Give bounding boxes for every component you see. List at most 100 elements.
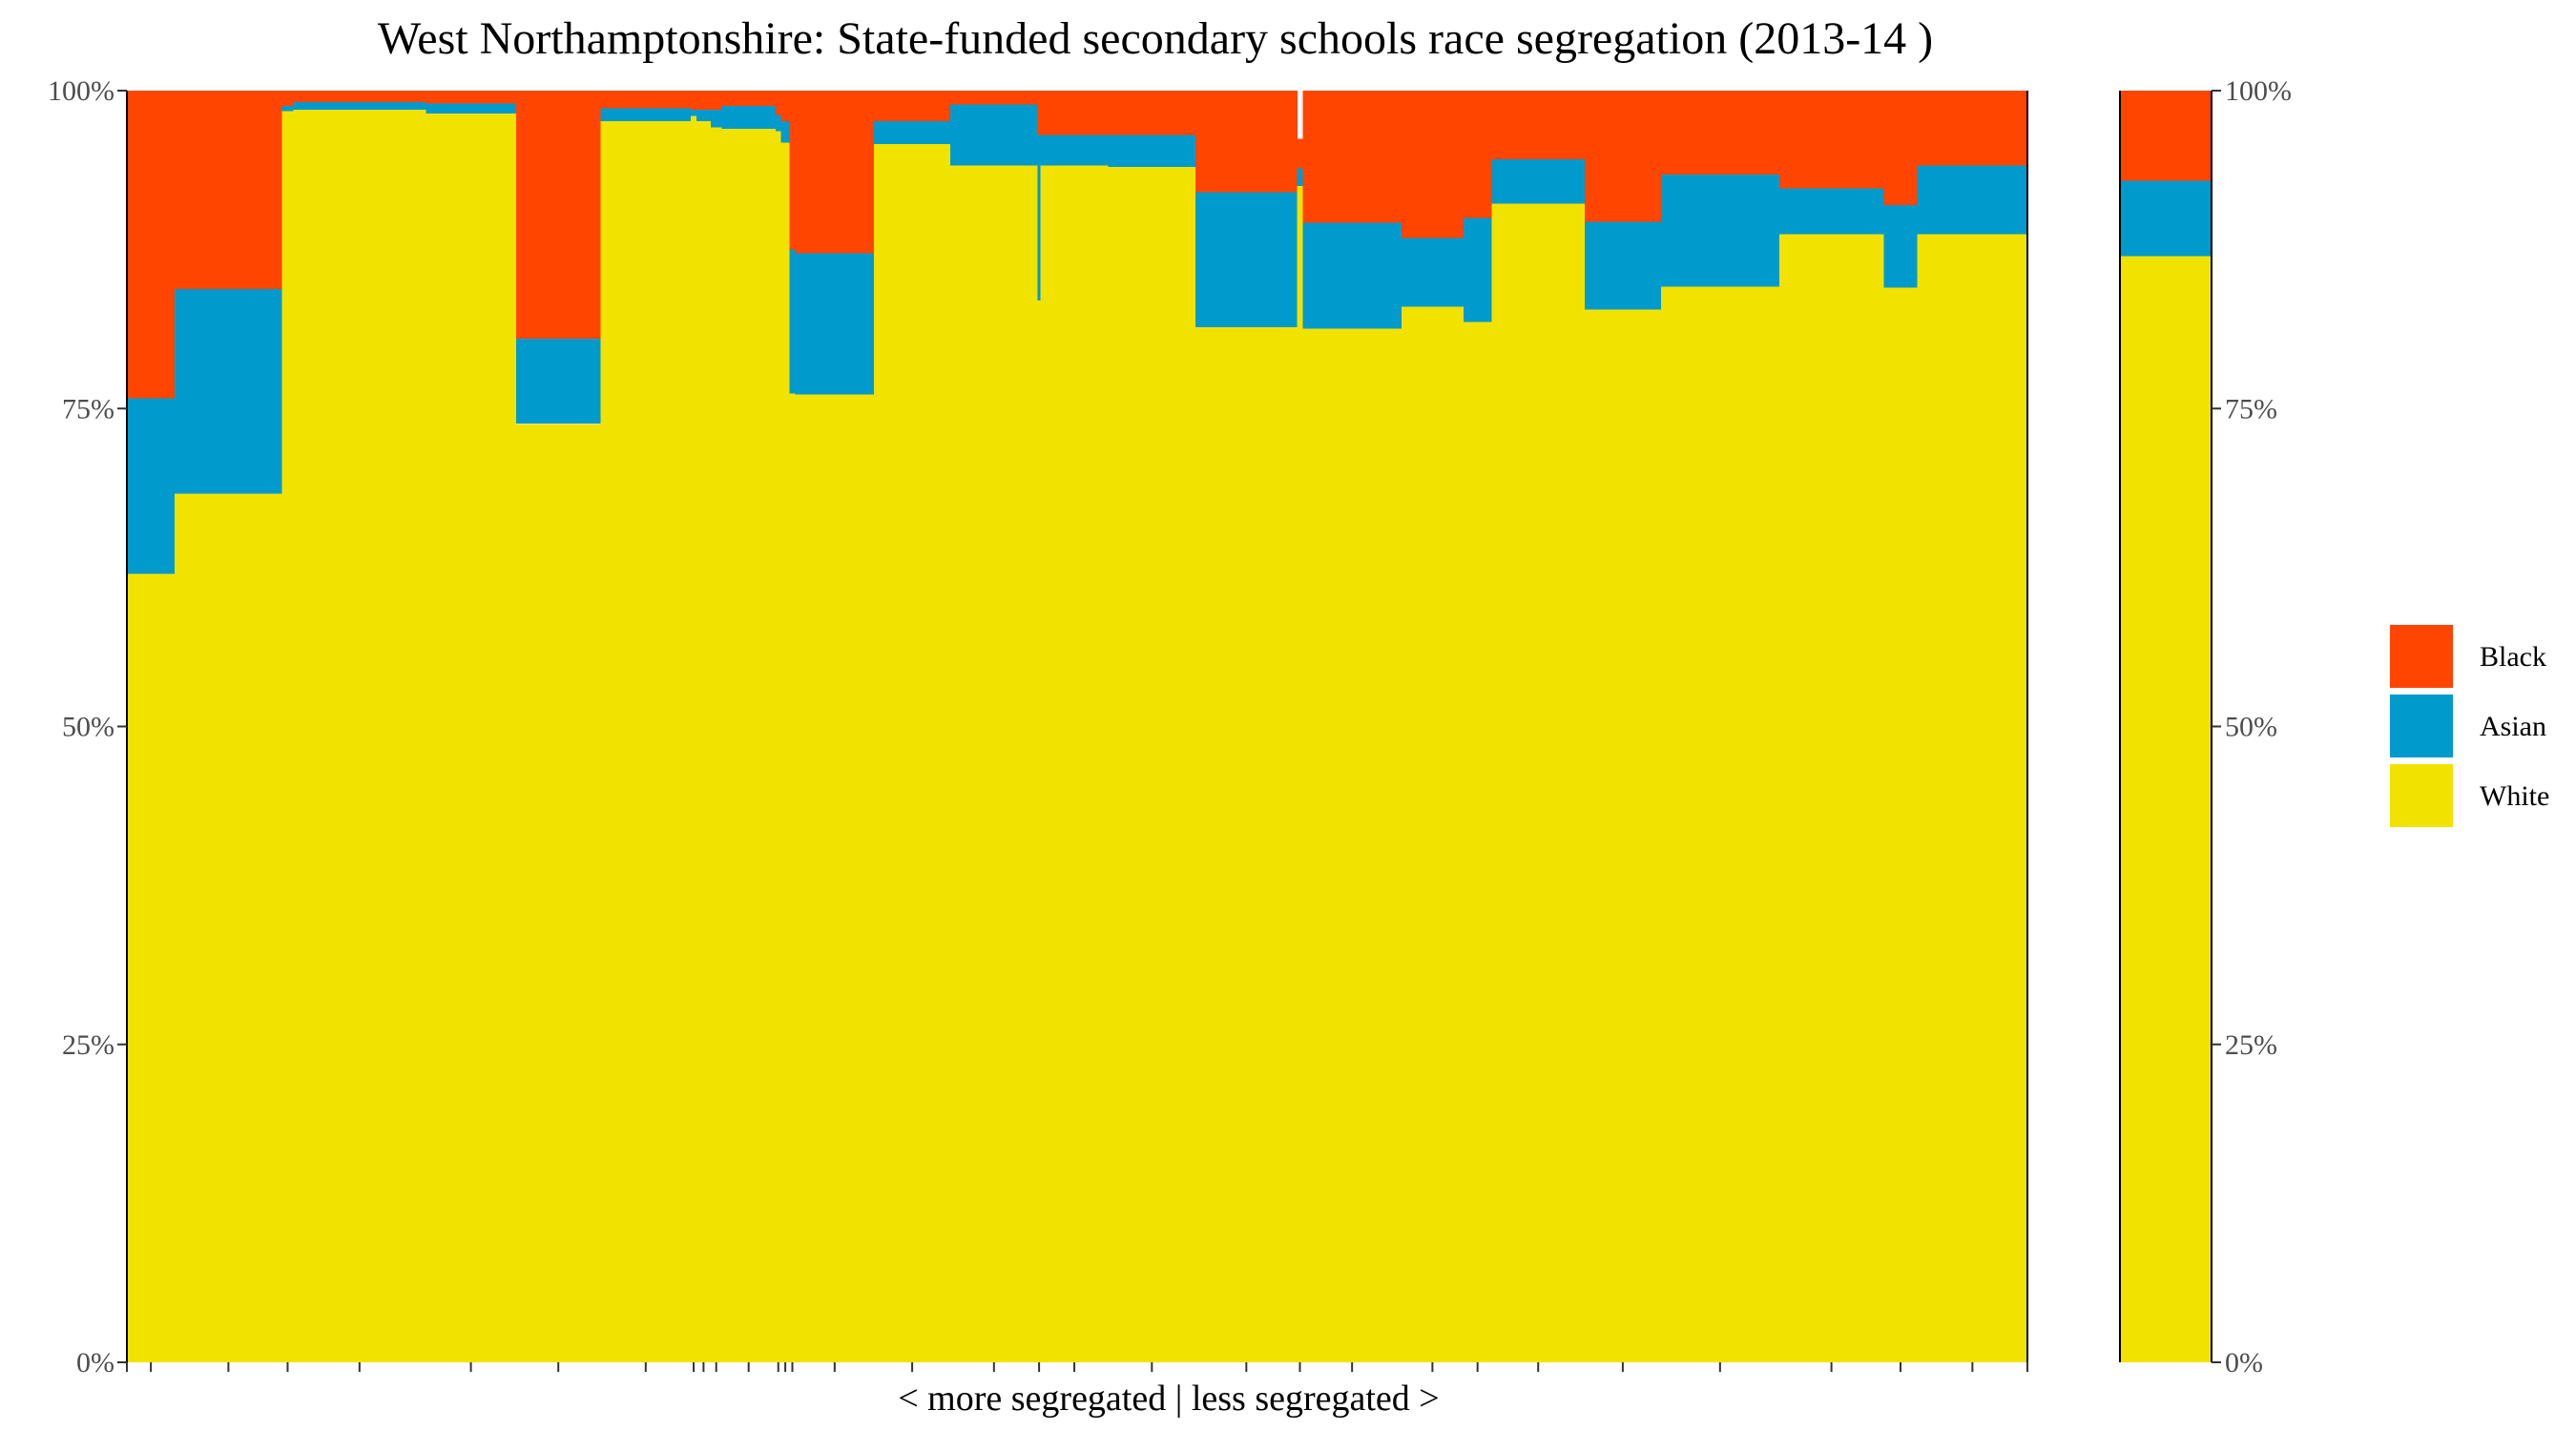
school-bar-black-segment [1037,91,1042,135]
school-bar-asian-segment [1584,221,1662,310]
school-bar [1491,91,1586,1362]
overall-bar-white-segment [2120,256,2212,1362]
school-bar-white-segment [1037,300,1042,1363]
school-bar [1463,91,1493,1362]
overall-bar [2120,91,2212,1362]
school-bar [691,91,697,1362]
school-bar-white-segment [1660,286,1780,1362]
school-bar-asian-segment [1401,238,1465,307]
school-bar-white-segment [1778,234,1884,1362]
school-bar-asian-segment [1883,204,1919,288]
y-tick-label-right: 75% [2225,393,2277,425]
school-bar-asian-segment [950,104,1039,166]
school-bar-black-segment [281,91,294,106]
chart-title: West Northamptonshire: State-funded seco… [378,13,1933,64]
school-bar [1584,91,1662,1362]
school-bar-black-segment [696,91,712,110]
school-bar-white-segment [795,394,875,1363]
school-bar-black-segment [293,91,426,102]
school-bar [1917,91,2028,1362]
school-bar-black-segment [710,91,723,110]
school-bar-asian-segment [281,106,294,112]
school-bar-asian-segment [1040,135,1110,166]
school-bar-white-segment [127,573,176,1362]
school-bar-black-segment [1584,91,1662,222]
school-bar [293,91,426,1362]
y-axis-left: 0% 25% 50% 75% 100% [48,75,127,1379]
legend-label-asian: Asian [2480,711,2546,742]
school-bar [1778,91,1884,1362]
school-bar-white-segment [600,120,692,1363]
school-bar-black-segment [1195,91,1298,193]
overall-bar-asian-segment [2120,180,2212,257]
school-bar [795,91,875,1363]
school-bar-asian-segment [1778,188,1884,235]
school-bar-white-segment [293,110,426,1362]
y-tick-label-right: 0% [2225,1347,2263,1379]
school-bar-asian-segment [1491,158,1586,204]
y-tick-label-right: 25% [2225,1029,2277,1061]
school-bar-white-segment [1040,165,1110,1362]
school-bar-black-segment [795,91,875,254]
school-bar-asian-segment [1302,222,1402,329]
legend-swatch-asian [2390,695,2453,757]
school-bar-black-segment [721,91,777,106]
school-bar [874,91,951,1363]
school-bar [1040,91,1110,1362]
school-bar-asian-segment [127,398,176,574]
school-bar-white-segment [1108,166,1196,1363]
school-bar-black-segment [1040,91,1110,135]
school-bar-white-segment [696,120,712,1363]
school-bar-black-segment [426,91,517,104]
school-bar-black-segment [950,91,1039,105]
school-bar-black-segment [775,91,782,115]
school-bar [780,91,791,1362]
x-axis-ticks [126,1362,2028,1372]
school-bar-black-segment [600,91,692,109]
school-bar-black-segment [1401,91,1465,238]
school-bar-white-segment [426,113,517,1363]
school-bar [127,91,176,1362]
school-bar-asian-segment [696,110,712,121]
legend-label-black: Black [2480,641,2546,673]
legend-item: Black [2390,625,2546,688]
school-bar-black-segment [1917,91,2028,166]
school-bar [1195,91,1298,1363]
y-tick-label-right: 50% [2225,712,2277,743]
y-tick-label-left: 75% [62,393,114,425]
school-bar-asian-segment [721,106,777,129]
y-tick-label-left: 50% [62,712,114,743]
school-bar-white-segment [281,111,294,1363]
school-bar-white-segment [1491,203,1586,1362]
school-bar-black-segment [1302,91,1402,223]
school-bar-white-segment [721,128,777,1363]
school-bar-black-segment [1491,91,1586,159]
school-bar-white-segment [874,143,951,1363]
school-bar-white-segment [515,424,602,1362]
school-bar-asian-segment [1108,135,1196,167]
school-bar-white-segment [950,165,1039,1362]
school-bar [710,91,723,1362]
school-bar-asian-segment [780,120,791,143]
school-bar-black-segment [1660,91,1780,175]
school-bar-asian-segment [1037,135,1042,301]
school-bar-asian-segment [1195,192,1298,327]
school-bar-asian-segment [600,108,692,121]
school-bar [1883,91,1919,1362]
school-bar-white-segment [175,493,283,1362]
school-bar-asian-segment [1660,174,1780,287]
school-bar-white-segment [1401,306,1465,1362]
school-bar-black-segment [1108,91,1196,135]
school-bar-white-segment [780,142,791,1362]
school-bar-asian-segment [1463,218,1493,322]
legend: Black Asian White [2390,625,2549,827]
x-axis-label: < more segregated | less segregated > [898,1379,1439,1419]
legend-item: White [2390,764,2549,827]
school-bar-black-segment [874,91,951,121]
legend-item: Asian [2390,695,2546,757]
bars-overall-panel [2120,91,2212,1362]
school-bar-white-segment [710,127,723,1362]
school-bar [1037,91,1042,1363]
